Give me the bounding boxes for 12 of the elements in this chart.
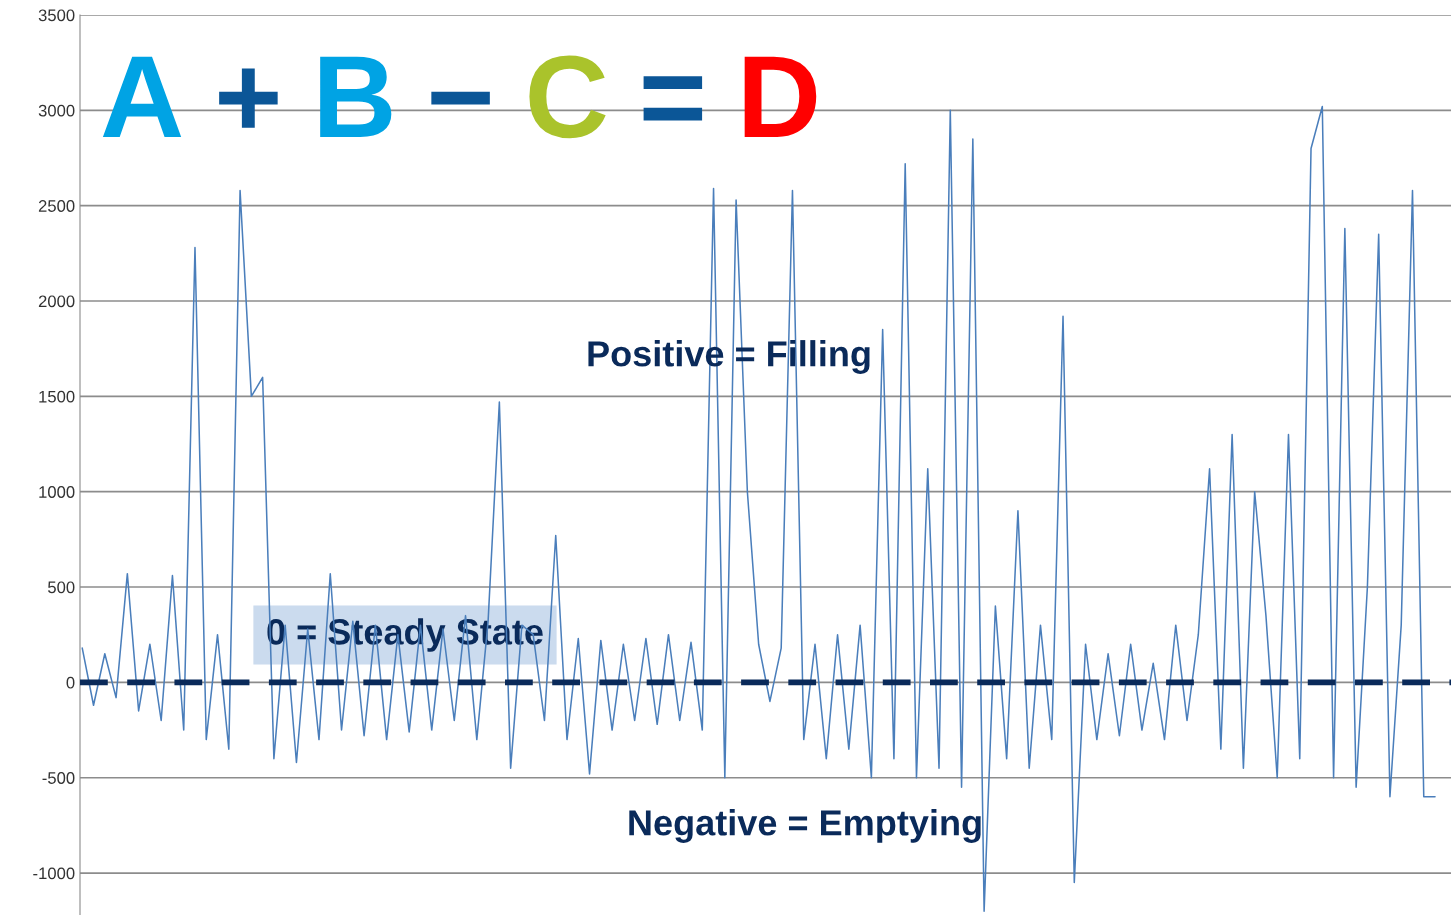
y-tick-label: 2000 bbox=[38, 295, 75, 308]
y-tick-label: 2500 bbox=[38, 200, 75, 212]
y-tick-label: 500 bbox=[48, 581, 75, 594]
y-tick-label: 0 bbox=[66, 676, 75, 689]
annotation: Negative = Emptying bbox=[629, 809, 981, 843]
y-tick-label: -500 bbox=[42, 772, 75, 784]
y-tick-label: 3000 bbox=[38, 104, 75, 117]
y-tick-label: 3500 bbox=[38, 9, 75, 22]
chart-title: A + B − C = D bbox=[102, 55, 817, 139]
y-tick-label: 1000 bbox=[39, 486, 75, 498]
y-tick-label: 1500 bbox=[39, 390, 75, 403]
y-tick-label: -1000 bbox=[33, 867, 75, 880]
